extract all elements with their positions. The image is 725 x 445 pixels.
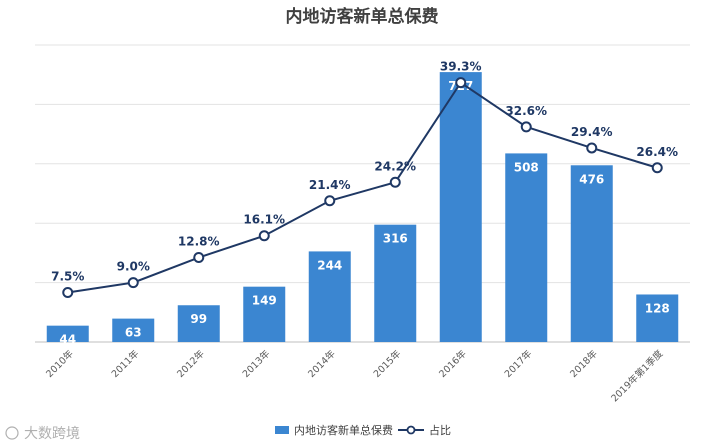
line-value-label: 29.4% <box>571 125 613 139</box>
bar <box>46 325 89 342</box>
bar <box>439 72 482 342</box>
bar <box>570 165 613 342</box>
bar-value-label: 149 <box>252 294 277 308</box>
bar <box>112 318 155 342</box>
line-point <box>62 287 74 298</box>
x-axis-tick-labels: 2010年 2011年 2012年 2013年 2014年 2015年 2016年 2017年… <box>44 347 666 404</box>
line-value-label: 26.4% <box>636 145 678 159</box>
line-value-label: 21.4% <box>309 178 351 192</box>
watermark: 大数跨境 <box>5 426 80 442</box>
line-point <box>455 77 467 89</box>
bar-value-labels: 446399149244316727508476128 <box>59 79 669 347</box>
x-tick-label: 2010年 <box>44 347 77 380</box>
x-tick-label: 2017年 <box>502 347 535 380</box>
x-tick-label: 2011年 <box>109 347 142 380</box>
line-value-label: 32.6% <box>505 104 547 118</box>
x-tick-label: 2014年 <box>306 347 339 380</box>
x-tick-label: 2013年 <box>240 347 273 380</box>
legend-bar-swatch <box>275 426 289 434</box>
bar <box>505 153 548 342</box>
x-tick-label: 2019年第1季度 <box>609 347 666 404</box>
line-value-label: 39.3% <box>440 60 482 74</box>
line-value-labels: 7.5% 9.0% 12.8% 16.1% 21.4% 24.2% 39.3% 32.6% 29… <box>51 60 678 284</box>
line-point <box>586 142 598 154</box>
line-path <box>67 81 658 294</box>
line-value-label: 24.2% <box>374 159 416 173</box>
line-point <box>127 277 139 289</box>
x-tick-label: 2015年 <box>371 347 404 380</box>
bar <box>243 286 286 342</box>
legend-line-marker <box>406 425 416 435</box>
legend-bar-label: 内地访客新单总保费 <box>294 423 393 437</box>
line-point <box>324 195 336 207</box>
x-tick-label: 2018年 <box>568 347 601 380</box>
bar <box>177 305 220 342</box>
bar-value-label: 508 <box>514 160 539 174</box>
bar <box>636 294 679 342</box>
x-tick-label: 2012年 <box>175 347 208 380</box>
watermark-text: 大数跨境 <box>24 426 80 442</box>
line-point <box>389 176 401 188</box>
line-point <box>258 230 270 242</box>
watermark-logo-icon <box>5 426 19 440</box>
bar-value-label: 244 <box>317 258 342 272</box>
line-value-label: 9.0% <box>117 260 150 274</box>
line-value-label: 12.8% <box>178 235 220 249</box>
bar-value-label: 99 <box>190 312 207 326</box>
bar <box>308 251 351 342</box>
line-point <box>520 121 532 133</box>
x-tick-label: 2016年 <box>437 347 470 380</box>
bar-value-label: 63 <box>125 326 142 340</box>
line-point <box>651 162 663 174</box>
bar <box>374 224 417 342</box>
line-point <box>193 252 205 264</box>
line-value-label: 7.5% <box>51 270 84 284</box>
bar-value-label: 316 <box>383 232 408 246</box>
line-value-label: 16.1% <box>243 213 285 227</box>
line-series <box>62 77 663 298</box>
legend: 内地访客新单总保费 占比 <box>275 423 451 437</box>
bar-series <box>46 72 679 342</box>
bar-value-label: 44 <box>59 333 76 347</box>
bar-value-label: 476 <box>579 172 604 186</box>
legend-line-label: 占比 <box>429 423 451 437</box>
bar-value-label: 128 <box>645 301 670 315</box>
chart-title: 内地访客新单总保费 <box>286 6 439 27</box>
